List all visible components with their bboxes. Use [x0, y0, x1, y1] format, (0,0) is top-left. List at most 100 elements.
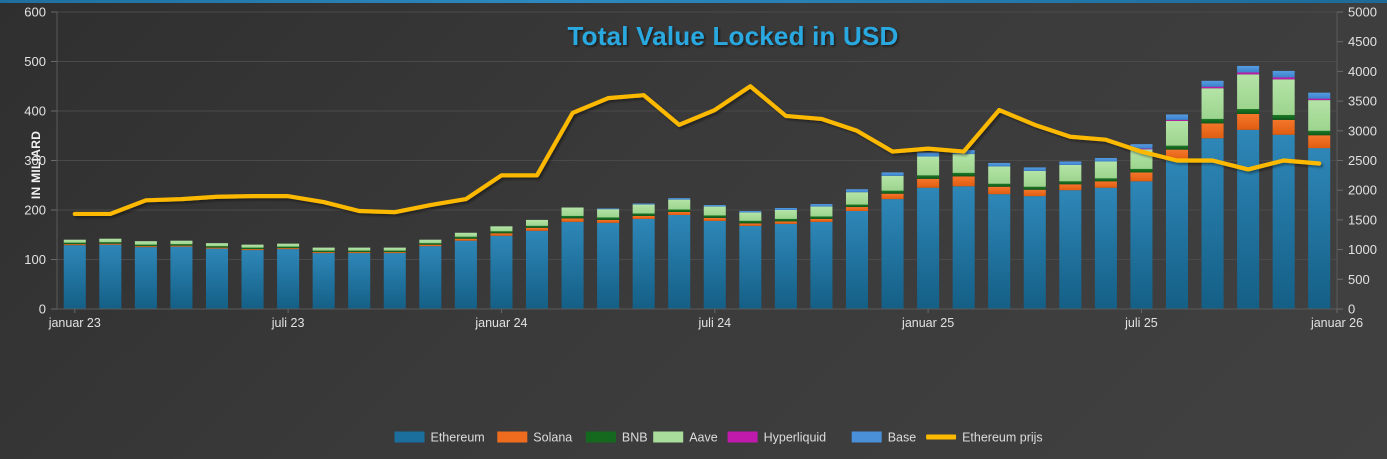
bar-segment-bnb	[703, 215, 726, 218]
bar-stack	[1308, 92, 1331, 310]
bar-segment-ethereum	[312, 253, 335, 309]
legend-label: BNB	[622, 431, 648, 445]
bar-segment-aave	[632, 204, 655, 214]
bar-segment-solana	[668, 211, 691, 215]
bar-segment-bnb	[454, 236, 477, 239]
bar-segment-ethereum	[952, 186, 975, 309]
bar-segment-aave	[277, 243, 300, 247]
bar-segment-bnb	[419, 243, 442, 245]
bar-stack	[1059, 161, 1082, 309]
legend-swatch	[497, 431, 528, 443]
bar-stack	[561, 207, 584, 309]
bar-stack	[454, 232, 477, 309]
legend-swatch	[394, 431, 425, 443]
bar-segment-base	[597, 208, 620, 210]
bar-segment-aave	[1201, 88, 1224, 119]
legend-item-aave[interactable]: Aave	[653, 431, 718, 445]
legend-item-ethereum-prijs[interactable]: Ethereum prijs	[926, 431, 1043, 445]
bar-segment-aave	[739, 212, 762, 221]
top-accent-bar	[0, 0, 1387, 3]
y-axis-left-tick: 200	[24, 203, 46, 218]
bar-segment-ethereum	[277, 249, 300, 309]
ethereum-price-line	[72, 84, 1322, 217]
bar-stack	[1237, 65, 1260, 309]
bar-stack	[170, 240, 193, 309]
bar-segment-aave	[419, 239, 442, 244]
bar-segment-ethereum	[1308, 148, 1331, 310]
y-axis-title: IN MILIARD	[29, 131, 43, 199]
bar-segment-ethereum	[739, 225, 762, 309]
chart-title: Total Value Locked in USD	[567, 21, 898, 51]
bar-segment-solana	[454, 238, 477, 241]
legend-item-hyperliquid[interactable]: Hyperliquid	[727, 431, 827, 445]
bar-segment-bnb	[1023, 186, 1046, 190]
bar-segment-bnb	[170, 244, 193, 246]
bar-segment-aave	[881, 175, 904, 191]
bar-stack	[881, 172, 904, 309]
chart-legend: Ethereum Solana BNB Aave Hyperliquid Base Ethe…	[394, 431, 1043, 445]
bar-stack	[1272, 70, 1295, 309]
bar-segment-solana	[490, 233, 513, 236]
bar-segment-bnb	[774, 218, 797, 222]
bar-segment-solana	[277, 248, 300, 250]
bar-stack	[99, 238, 122, 309]
bar-segment-aave	[810, 206, 833, 217]
bar-segment-solana	[1023, 189, 1046, 197]
bar-segment-solana	[845, 207, 869, 211]
legend-item-solana[interactable]: Solana	[497, 431, 572, 445]
bar-segment-aave	[205, 243, 229, 247]
bar-stack	[1165, 114, 1189, 309]
x-axis-tick-label: januar 24	[474, 316, 527, 330]
bar-segment-bnb	[525, 225, 549, 228]
bar-segment-hyperliquid	[1165, 119, 1189, 121]
bar-segment-bnb	[1237, 109, 1260, 114]
legend-item-ethereum[interactable]: Ethereum	[394, 431, 485, 445]
bar-segment-solana	[1165, 149, 1189, 161]
legend-label: Ethereum prijs	[962, 431, 1043, 445]
y-axis-right-tick: 500	[1348, 272, 1370, 287]
bar-segment-aave	[952, 154, 975, 173]
legend-swatch	[653, 431, 684, 443]
bar-segment-aave	[1165, 120, 1189, 146]
bar-stack	[774, 208, 797, 309]
y-axis-left-tick: 300	[24, 153, 46, 168]
bar-segment-aave	[1272, 79, 1295, 115]
bar-segment-bnb	[277, 246, 300, 249]
bar-stack	[525, 219, 549, 309]
bar-stack	[241, 244, 264, 309]
bar-segment-aave	[1237, 74, 1260, 110]
bar-segment-solana	[134, 246, 157, 248]
bar-segment-aave	[312, 247, 335, 251]
x-axis-tick-label: januar 26	[1310, 316, 1363, 330]
bar-segment-aave	[988, 166, 1011, 184]
x-axis-tick-label: januar 25	[901, 316, 954, 330]
bar-stack	[810, 204, 833, 309]
bar-segment-ethereum	[1237, 129, 1260, 309]
bar-stack	[703, 205, 726, 309]
bar-stack	[134, 241, 157, 310]
y-axis-right-tick: 0	[1348, 302, 1355, 317]
bar-segment-bnb	[241, 247, 264, 250]
y-axis-left-labels: 0 100 200 300 400 500 600	[24, 5, 46, 317]
bar-segment-solana	[241, 249, 264, 251]
bar-segment-bnb	[348, 250, 371, 253]
bar-segment-ethereum	[561, 221, 584, 309]
bar-segment-ethereum	[205, 248, 229, 309]
bar-segment-ethereum	[774, 223, 797, 309]
x-axis-tick-label: juli 24	[697, 316, 731, 330]
legend-item-base[interactable]: Base	[851, 431, 917, 445]
bar-segment-ethereum	[1165, 160, 1189, 309]
bar-segment-ethereum	[597, 222, 620, 309]
legend-label: Solana	[533, 431, 572, 445]
bar-segment-base	[774, 208, 797, 210]
legend-item-bnb[interactable]: BNB	[585, 431, 648, 445]
bar-segment-base	[1237, 65, 1260, 73]
bar-segment-solana	[383, 252, 406, 254]
bar-segment-ethereum	[1201, 138, 1224, 309]
bar-segment-solana	[419, 244, 442, 247]
bar-segment-solana	[561, 218, 584, 222]
y-axis-right-labels: 0 500 1000 1500 2000 2500 3000 3500 4000 4500 5000	[1337, 5, 1377, 317]
bar-stack	[205, 243, 229, 309]
legend-swatch	[926, 434, 957, 440]
